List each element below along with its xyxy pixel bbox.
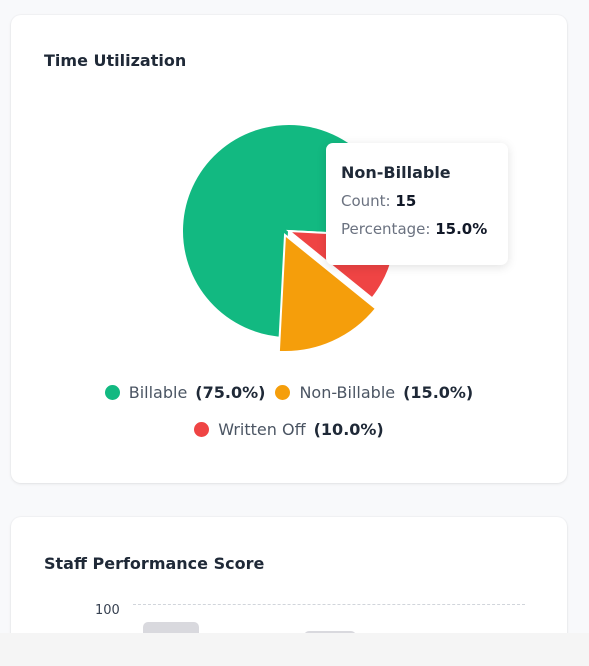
legend-percentage: (15.0%) [403,383,474,402]
tooltip-count-label: Count: [341,192,391,210]
legend-dot-billable [104,385,120,400]
tooltip-percentage-label: Percentage: [341,220,431,238]
tooltip-percentage-value: 15.0% [435,220,488,238]
grid-line [133,604,525,605]
chart-bar[interactable] [304,631,356,633]
legend-item-non-billable[interactable]: Non-Billable (15.0%) [275,383,473,402]
legend-dot-non-billable [275,385,291,400]
chart-tooltip: Non-Billable Count: 15 Percentage: 15.0% [326,143,508,265]
legend-item-billable[interactable]: Billable (75.0%) [104,383,266,402]
legend-label: Written Off [218,420,306,439]
tooltip-percentage: Percentage: 15.0% [341,220,508,238]
legend-dot-written-off [194,422,210,437]
time-utilization-card: Time Utilization Non-Billable Count: 15 … [11,15,567,483]
legend-label: Billable [128,383,188,402]
tooltip-title: Non-Billable [341,163,451,182]
chart-legend: Billable (75.0%) Non-Billable (15.0%) [11,383,567,402]
pie-slice-non-billable[interactable] [277,232,378,353]
legend-item-written-off[interactable]: Written Off (10.0%) [194,420,384,439]
y-axis-tick: 100 [95,603,120,618]
chart-bar[interactable] [143,622,199,633]
legend-percentage: (10.0%) [313,420,384,439]
legend-percentage: (75.0%) [195,383,266,402]
tooltip-count-value: 15 [395,192,417,210]
tooltip-count: Count: 15 [341,192,508,210]
card-title: Time Utilization [44,51,187,70]
legend-label: Non-Billable [299,383,396,402]
card-title: Staff Performance Score [44,554,265,573]
bottom-bar [0,633,589,666]
dashboard-scroll-area[interactable]: Time Utilization Non-Billable Count: 15 … [0,0,589,633]
staff-performance-card: Staff Performance Score 100 [11,517,567,633]
chart-legend-row-2: Written Off (10.0%) [11,420,567,439]
